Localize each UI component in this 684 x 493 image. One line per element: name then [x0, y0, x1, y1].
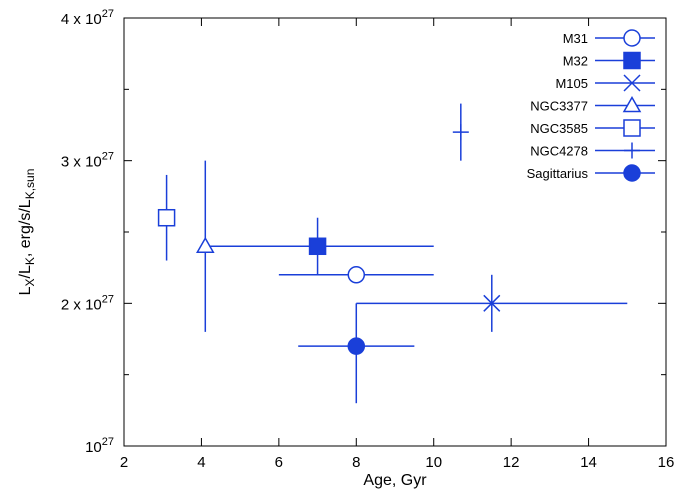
y-tick-mantissa: 4 x	[61, 11, 85, 28]
series-sagittarius	[298, 303, 415, 404]
legend-entry-ngc4278: NGC4278	[530, 142, 655, 159]
x-axis-title: Age, Gyr	[363, 472, 427, 489]
x-tick-label: 10	[425, 454, 442, 471]
y-tick-exponent: 27	[102, 293, 114, 305]
y-tick-base: 10	[85, 296, 102, 313]
data-point-ngc3377	[196, 236, 215, 254]
legend-marker-sagittarius	[623, 164, 641, 182]
legend-label-ngc4278: NGC4278	[530, 144, 588, 159]
y-axis-title-sub3: K,sun	[23, 169, 37, 200]
y-tick-label: 4 x 1027	[61, 8, 114, 28]
legend-entry-m32: M32	[563, 51, 655, 70]
legend-label-ngc3585: NGC3585	[530, 121, 588, 136]
legend-entry-m31: M31	[563, 29, 655, 47]
data-series-layer	[157, 103, 628, 404]
legend-entry-ngc3377: NGC3377	[530, 95, 655, 114]
y-axis-title-sub2: K	[23, 257, 37, 265]
y-axis-title-main: L	[17, 286, 34, 295]
data-point-m31	[347, 266, 366, 284]
x-tick-label: 6	[275, 454, 283, 471]
y-tick-base: 10	[85, 439, 102, 456]
series-ngc3377	[196, 160, 215, 332]
legend-marker-ngc3377	[622, 95, 642, 113]
x-tick-label: 16	[658, 454, 675, 471]
legend-entry-sagittarius: Sagittarius	[527, 164, 655, 182]
data-point-m105	[483, 294, 501, 312]
data-point-sagittarius	[347, 337, 366, 355]
legend-marker-ngc3585	[623, 119, 641, 137]
y-tick-mantissa: 3 x	[61, 154, 85, 171]
legend-label-m31: M31	[563, 31, 588, 46]
legend-marker-m31	[623, 29, 641, 47]
y-tick-exponent: 27	[102, 8, 114, 20]
data-point-ngc3585	[157, 208, 176, 227]
y-axis-title-sub1: X	[23, 278, 37, 286]
series-ngc3585	[157, 174, 176, 261]
legend-label-m105: M105	[555, 76, 588, 91]
y-tick-mantissa: 2 x	[61, 296, 85, 313]
legend-marker-m105	[623, 74, 641, 92]
y-axis-title: LX/LK, erg/s/LK,sun	[17, 169, 37, 296]
legend-label-m32: M32	[563, 54, 588, 69]
legend-label-sagittarius: Sagittarius	[527, 166, 589, 181]
legend-marker-m105-stroke	[623, 74, 641, 92]
y-tick-label: 2 x 1027	[61, 293, 114, 313]
x-axis-ticks: 2 4 6 8 10 12 14 16	[120, 18, 675, 471]
y-tick-exponent: 27	[102, 436, 114, 448]
series-ngc4278	[452, 103, 469, 161]
y-tick-exponent: 27	[102, 151, 114, 163]
legend: M31 M32 M105 NGC3377 NGC3585 NGC4278 Sagittari…	[527, 29, 655, 182]
legend-entry-ngc3585: NGC3585	[530, 119, 655, 137]
x-tick-label: 4	[197, 454, 205, 471]
x-tick-label: 2	[120, 454, 128, 471]
x-tick-label: 8	[352, 454, 360, 471]
y-tick-label: 3 x 1027	[61, 151, 114, 171]
x-tick-label: 14	[580, 454, 597, 471]
x-tick-label: 12	[503, 454, 520, 471]
legend-label-ngc3377: NGC3377	[530, 99, 588, 114]
y-axis-title-tail: , erg/s/L	[17, 199, 34, 257]
series-m105	[356, 274, 628, 332]
series-m31	[278, 266, 434, 284]
legend-marker-m32	[623, 51, 641, 70]
y-axis-title-mid: /L	[17, 265, 34, 278]
legend-entry-m105: M105	[555, 74, 655, 92]
legend-marker-ngc4278	[624, 142, 640, 159]
y-tick-label: 1027	[85, 436, 114, 456]
data-point-m32	[308, 237, 327, 256]
data-point-m105-stroke	[483, 294, 501, 312]
series-m32	[201, 217, 434, 275]
y-tick-base: 10	[85, 11, 102, 28]
y-tick-base: 10	[85, 154, 102, 171]
data-point-ngc4278	[452, 124, 469, 141]
